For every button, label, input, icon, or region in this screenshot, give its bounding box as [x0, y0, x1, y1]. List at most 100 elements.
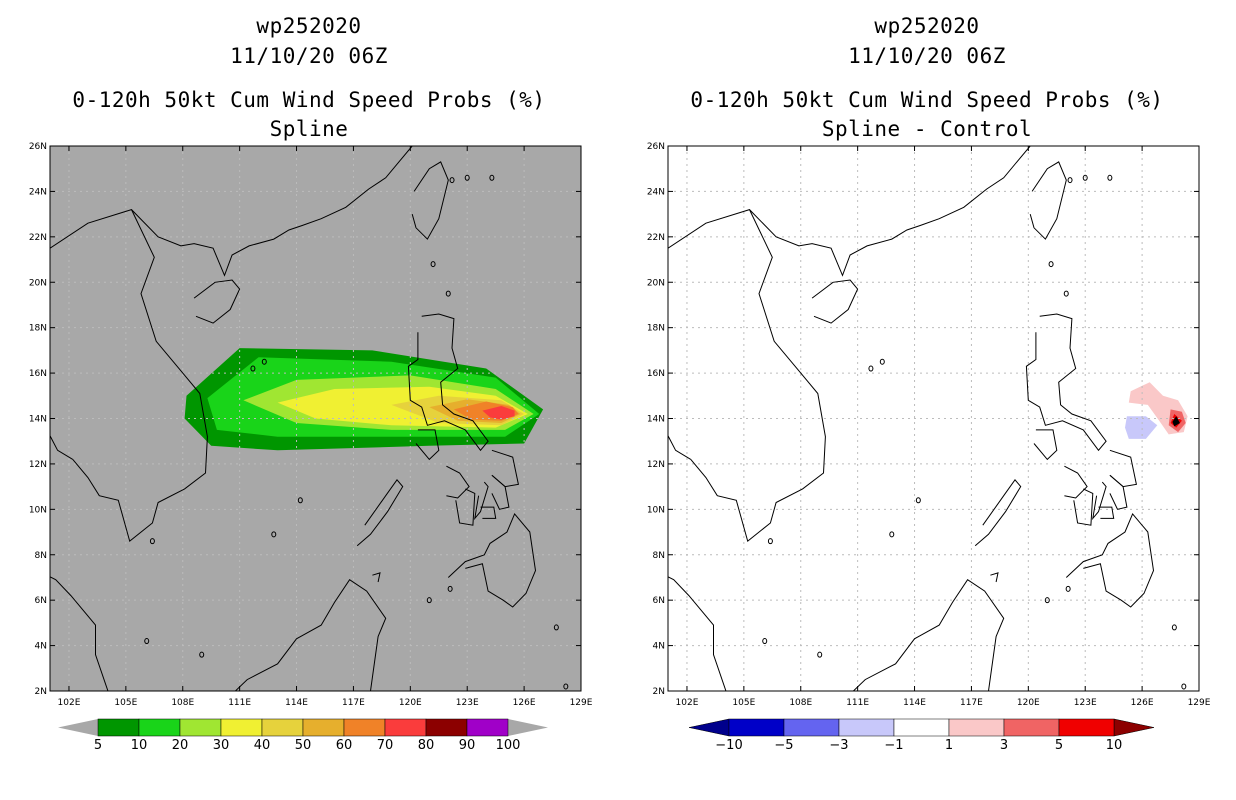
colorbar-label: 90 — [459, 738, 476, 753]
ytick-label: 20N — [29, 278, 47, 288]
colorbar-label: 40 — [254, 738, 271, 753]
island — [1044, 597, 1050, 604]
colorbar-under-triangle — [58, 719, 98, 736]
island — [445, 290, 451, 297]
coastline-thai — [50, 434, 109, 691]
colorbar-swatch — [948, 718, 1005, 737]
left-title-product: 0-120h 50kt Cum Wind Speed Probs (%) — [72, 88, 546, 112]
island — [1048, 261, 1054, 268]
colorbar-over-triangle — [508, 719, 548, 736]
colorbar-label: 80 — [418, 738, 435, 753]
right-panel: wp252020 11/10/20 06Z 0-120h 50kt Cum Wi… — [618, 0, 1236, 800]
right-title-method: Spline - Control — [821, 117, 1033, 141]
ytick-label: 16N — [647, 369, 665, 379]
coastline-palawan — [356, 478, 404, 547]
island — [879, 358, 885, 365]
coastline-negros — [455, 488, 476, 526]
xtick-label: 120E — [1017, 698, 1040, 708]
island — [271, 531, 277, 538]
xtick-label: 126E — [1131, 698, 1154, 708]
coastline-cebu — [474, 481, 489, 521]
coastline-cebu — [1092, 481, 1107, 521]
colorbar-label: 30 — [213, 738, 230, 753]
island — [868, 365, 874, 372]
colorbar-swatch — [220, 718, 263, 737]
coastline-panay — [446, 465, 470, 499]
colorbar-label: 100 — [496, 738, 521, 753]
xtick-label: 105E — [732, 698, 755, 708]
island — [489, 174, 495, 181]
colorbar-under-triangle — [688, 718, 730, 737]
coastline-borneo — [209, 579, 387, 691]
left-title-storm: wp252020 — [256, 14, 362, 38]
colorbar-label: 5 — [1055, 738, 1063, 753]
coastline-vietnam — [72, 209, 208, 542]
colorbar-swatch — [783, 718, 840, 737]
colorbar-label: −1 — [884, 738, 903, 753]
xtick-label: 129E — [1188, 698, 1211, 708]
coastline-china — [668, 146, 1031, 277]
coastline-leyte — [491, 474, 510, 510]
xtick-label: 111E — [228, 698, 251, 708]
left-panel: wp252020 11/10/20 06Z 0-120h 50kt Cum Wi… — [29, 14, 593, 753]
xtick-label: 120E — [399, 698, 422, 708]
island — [1065, 585, 1071, 592]
island — [1063, 290, 1069, 297]
ytick-label: 16N — [29, 369, 47, 379]
colorbar-over-triangle — [1113, 718, 1155, 737]
island — [261, 358, 267, 365]
colorbar-label: 60 — [336, 738, 353, 753]
xtick-label: 123E — [456, 698, 479, 708]
island — [817, 651, 823, 658]
ytick-label: 6N — [653, 596, 665, 606]
coastline-luzon — [1025, 313, 1107, 452]
left-title-date: 11/10/20 06Z — [230, 44, 388, 68]
colorbar-swatch — [179, 718, 222, 737]
colorbar-swatch — [1003, 718, 1060, 737]
island — [464, 174, 470, 181]
colorbar-label: 20 — [172, 738, 189, 753]
coastline-luzon — [407, 313, 489, 452]
ytick-label: 4N — [653, 642, 665, 652]
colorbar-label: −5 — [774, 738, 793, 753]
plot-area — [50, 146, 581, 691]
island — [889, 531, 895, 538]
xtick-label: 117E — [342, 698, 365, 708]
island — [1181, 683, 1187, 690]
colorbar-label: 10 — [1106, 738, 1123, 753]
coastline-palawan — [974, 478, 1022, 547]
xtick-label: 108E — [789, 698, 812, 708]
ytick-label: 14N — [647, 415, 665, 425]
xtick-label: 102E — [676, 698, 699, 708]
island — [426, 597, 432, 604]
coastline-hainan — [811, 279, 859, 324]
contour-level-neg1 — [1125, 416, 1158, 439]
xtick-label: 117E — [960, 698, 983, 708]
coastline-mindoro — [1033, 429, 1058, 461]
plot-area — [668, 146, 1199, 691]
island — [762, 638, 768, 645]
contour-level-10 — [1172, 416, 1180, 427]
island — [297, 497, 303, 504]
island — [1107, 174, 1113, 181]
coastline-bohol — [1098, 506, 1115, 519]
xtick-label: 102E — [58, 698, 81, 708]
xtick-label: 129E — [570, 698, 593, 708]
colorbar-swatch — [466, 718, 509, 737]
xtick-label: 114E — [903, 698, 926, 708]
colorbar-label: 10 — [131, 738, 148, 753]
ytick-label: 22N — [647, 233, 665, 243]
ytick-label: 4N — [35, 642, 47, 652]
coastline-negros — [1073, 488, 1094, 526]
coastline-borneo — [827, 579, 1005, 691]
coastline-taiwan — [411, 161, 449, 240]
colorbar-label: 50 — [295, 738, 312, 753]
ytick-label: 2N — [653, 687, 665, 697]
island — [199, 651, 205, 658]
ytick-label: 18N — [647, 324, 665, 334]
ytick-label: 20N — [647, 278, 665, 288]
coastline-mindanao — [1065, 512, 1155, 608]
island — [563, 683, 569, 690]
contour-level-70 — [482, 406, 515, 420]
coastline-hainan — [193, 279, 241, 324]
